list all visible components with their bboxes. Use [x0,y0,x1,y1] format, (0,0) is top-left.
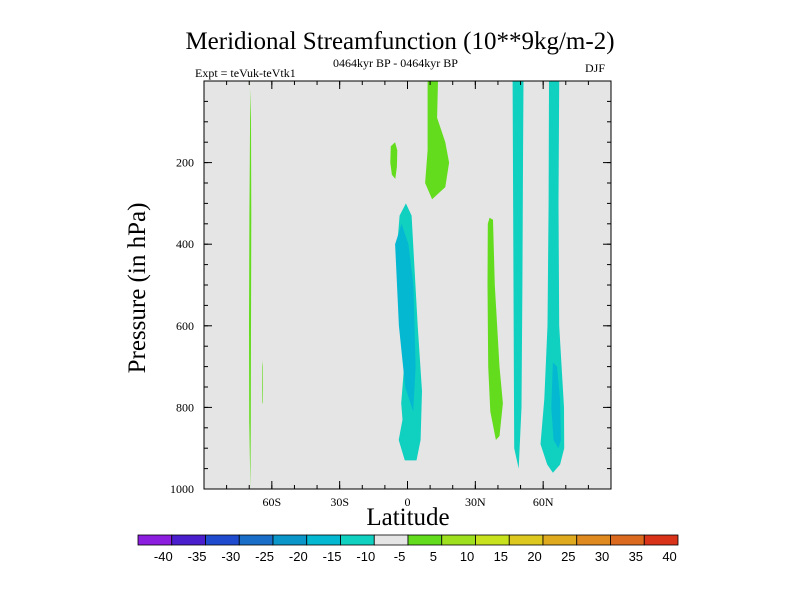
colorbar-label: 10 [460,549,474,564]
colorbar-swatch [610,534,645,546]
colorbar-label: -30 [221,549,240,564]
y-tick-label: 200 [176,156,194,170]
colorbar-label: 40 [662,549,676,564]
colorbar-swatch [542,534,578,546]
experiment-label: Expt = teVuk-teVtk1 [195,66,296,80]
chart-title: Meridional Streamfunction (10**9kg/m-2) [185,28,615,55]
x-tick-label: 60S [262,495,281,509]
colorbar-swatch [508,534,544,546]
colorbar-swatch [171,534,206,546]
colorbar-swatch [373,534,409,546]
contour-region [249,81,252,489]
y-tick-label: 1000 [170,482,194,496]
colorbar-label: 5 [430,549,437,564]
colorbar-swatch [137,534,173,546]
colorbar-label: 15 [494,549,508,564]
y-tick-label: 800 [176,400,194,414]
x-tick-label: 0 [405,495,411,509]
contour-region [487,217,503,440]
y-axis-label: Pressure (in hPa) [124,202,151,374]
colorbar-label: 30 [595,549,609,564]
colorbar-label: -25 [255,549,274,564]
contour-region [551,362,561,449]
colorbar-label: -35 [188,549,207,564]
colorbar-label: -40 [154,549,173,564]
contour-region [262,360,263,404]
colorbar-label: -20 [289,549,308,564]
contour-region [395,223,416,412]
colorbar-swatch [407,534,443,546]
colorbar-label: 25 [561,549,575,564]
colorbar-swatch [475,534,510,546]
x-tick-label: 60N [533,495,554,509]
x-tick-label: 30S [330,495,349,509]
contour-region [425,81,450,200]
colorbar-swatch [205,534,240,546]
contour-region [390,142,398,179]
colorbar-swatch [238,534,274,546]
y-tick-label: 600 [176,319,194,333]
colorbar-swatch [340,534,375,546]
contour-region [540,81,565,473]
colorbar-label: -5 [394,549,406,564]
season-label: DJF [585,61,606,75]
colorbar-swatch [576,534,611,546]
contour-region [512,81,524,469]
y-tick-label: 400 [176,237,194,251]
colorbar-label: -10 [356,549,375,564]
colorbar-swatch [272,534,308,546]
colorbar-label: 35 [629,549,643,564]
colorbar-label: -15 [323,549,342,564]
colorbar-swatch [643,534,679,546]
period-label: 0464kyr BP - 0464kyr BP [333,56,458,70]
x-axis-label: Latitude [366,504,450,531]
x-tick-label: 30N [465,495,486,509]
colorbar-label: 20 [527,549,541,564]
colorbar-swatch [441,534,476,546]
colorbar-swatch [306,534,341,546]
